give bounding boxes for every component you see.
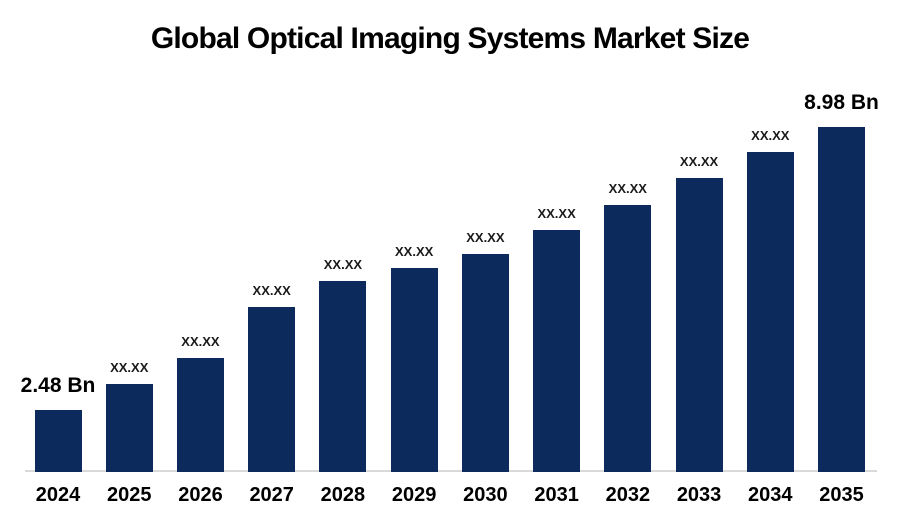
bar-value-label-2031: XX.XX [537,206,576,221]
x-axis-label-2027: 2027 [249,484,294,506]
bar-2025 [105,384,153,472]
x-axis-label-2026: 2026 [178,484,223,506]
bar-value-label-2035: 8.98 Bn [804,91,879,114]
bar-value-label-2029: XX.XX [394,244,434,259]
bar-2030 [461,254,509,472]
bar-value-label-2033: XX.XX [679,154,719,169]
bar-2029 [390,268,438,472]
x-axis-label-2035: 2035 [819,484,864,506]
bar-value-label-2024: 2.48 Bn [20,374,96,397]
bar-value-label-2025: XX.XX [110,360,149,375]
bar-2033 [675,178,723,472]
x-axis-label-2034: 2034 [748,484,793,506]
x-axis-label-2031: 2031 [534,484,579,506]
x-axis-label-2024: 2024 [35,484,81,506]
bar-2034 [746,152,794,472]
chart-title: Global Optical Imaging Systems Market Si… [150,22,750,55]
bar-value-label-2032: XX.XX [608,181,647,196]
x-axis-label-2028: 2028 [320,484,366,506]
x-axis-label-2030: 2030 [463,484,508,506]
x-axis-label-2032: 2032 [605,484,651,506]
bar-value-label-2026: XX.XX [181,334,220,349]
bar-value-label-2028: XX.XX [323,257,363,272]
x-axis-line [25,470,877,472]
bar-2028 [319,281,367,472]
bar-2027 [248,307,296,472]
bar-2035 [818,127,866,472]
x-axis-label-2029: 2029 [391,484,437,506]
bar-2024 [34,410,82,472]
bar-2032 [604,205,652,472]
x-axis-label-2033: 2033 [676,484,722,506]
x-axis-label-2025: 2025 [106,484,152,506]
bar-value-label-2030: XX.XX [466,230,505,245]
bar-2026 [176,358,224,472]
bar-value-label-2027: XX.XX [252,283,291,298]
bar-value-label-2034: XX.XX [751,128,790,143]
bar-2031 [533,230,581,472]
